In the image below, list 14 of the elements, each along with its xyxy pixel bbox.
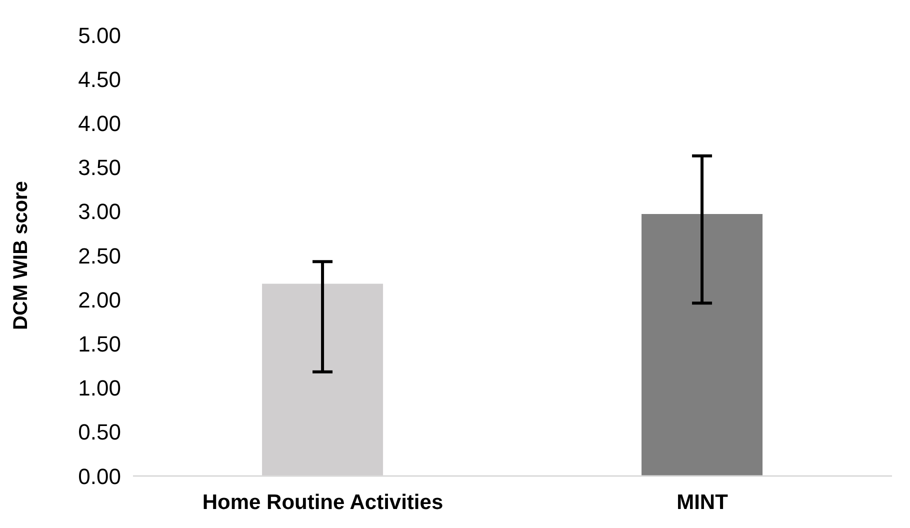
y-tick-label: 1.50 (78, 332, 121, 357)
y-tick-label: 3.00 (78, 199, 121, 224)
y-tick-label: 3.50 (78, 155, 121, 180)
y-tick-label: 5.00 (78, 22, 121, 48)
y-tick-label: 2.00 (78, 287, 121, 312)
y-tick-label: 4.50 (78, 66, 121, 92)
x-tick-label: MINT (676, 490, 728, 514)
y-tick-label: 2.50 (78, 243, 121, 268)
x-tick-label: Home Routine Activities (202, 490, 444, 514)
y-tick-label: 1.00 (78, 376, 121, 401)
y-tick-label: 0.00 (78, 464, 121, 489)
y-tick-label: 0.50 (78, 420, 121, 445)
y-tick-label: 4.00 (78, 111, 121, 136)
y-axis-title: DCM WIB score (10, 181, 32, 330)
